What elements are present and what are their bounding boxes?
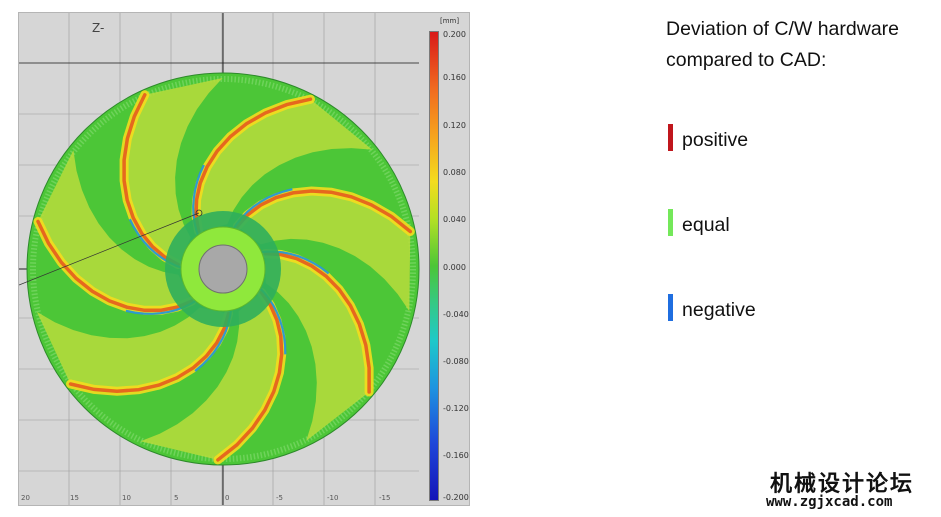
watermark-url: www.zgjxcad.com — [766, 494, 893, 510]
blade-peak-line — [68, 311, 231, 393]
deviation-viewport: Z- 20 15 10 5 0 -5 -10 -15 [mm] 0.200 0.… — [18, 12, 470, 506]
blade-peak-line — [194, 97, 313, 233]
colorbar-tick: 0.200 — [443, 30, 466, 39]
colorbar-tick: -0.120 — [443, 404, 469, 413]
probe-line — [19, 212, 200, 286]
x-tick-label: 20 — [21, 494, 30, 502]
colorbar-tick: 0.080 — [443, 168, 466, 177]
x-tick-label: -15 — [379, 494, 391, 502]
colorbar-unit: [mm] — [440, 17, 460, 25]
legend-label: equal — [682, 214, 730, 236]
legend-title: Deviation of C/W hardware compared to CA… — [666, 18, 900, 71]
x-tick-label: 15 — [70, 494, 79, 502]
blade-peak-line — [235, 189, 413, 234]
blade-surface — [237, 191, 411, 312]
blade-peak-line — [263, 251, 371, 394]
x-tick-label: 0 — [225, 494, 230, 502]
x-tick-label: -5 — [276, 494, 283, 502]
probe-marker — [195, 209, 203, 217]
colorbar-tick: 0.000 — [443, 263, 466, 272]
impeller-deviation-map — [19, 13, 420, 505]
colorbar-tick: -0.200 — [443, 493, 469, 502]
blade-peak-line — [122, 93, 180, 267]
hub-bore — [198, 244, 248, 294]
colorbar-tick: 0.040 — [443, 215, 466, 224]
blade-surface — [124, 78, 223, 265]
blade-surface — [140, 292, 282, 460]
colorbar-tick: -0.080 — [443, 357, 469, 366]
colorbar-tick: 0.160 — [443, 73, 466, 82]
legend-label: negative — [682, 299, 756, 321]
positive-swatch — [668, 124, 673, 151]
blade-peak-line — [216, 290, 284, 462]
blade-peak-line — [36, 219, 194, 313]
legend-label: positive — [682, 129, 749, 151]
colorbar-tick: 0.120 — [443, 121, 466, 130]
colorbar-tick: -0.160 — [443, 451, 469, 460]
x-tick-label: 10 — [122, 494, 131, 502]
watermark-text: 机械设计论坛 — [770, 472, 915, 497]
x-tick-label: -10 — [327, 494, 339, 502]
blade-surface — [38, 150, 192, 311]
view-orientation-label: Z- — [92, 21, 105, 35]
colorbar-tick: -0.040 — [443, 310, 469, 319]
negative-swatch — [668, 294, 673, 321]
deviation-colorbar — [429, 31, 439, 501]
x-tick-label: 5 — [174, 494, 179, 502]
equal-swatch — [668, 209, 673, 236]
